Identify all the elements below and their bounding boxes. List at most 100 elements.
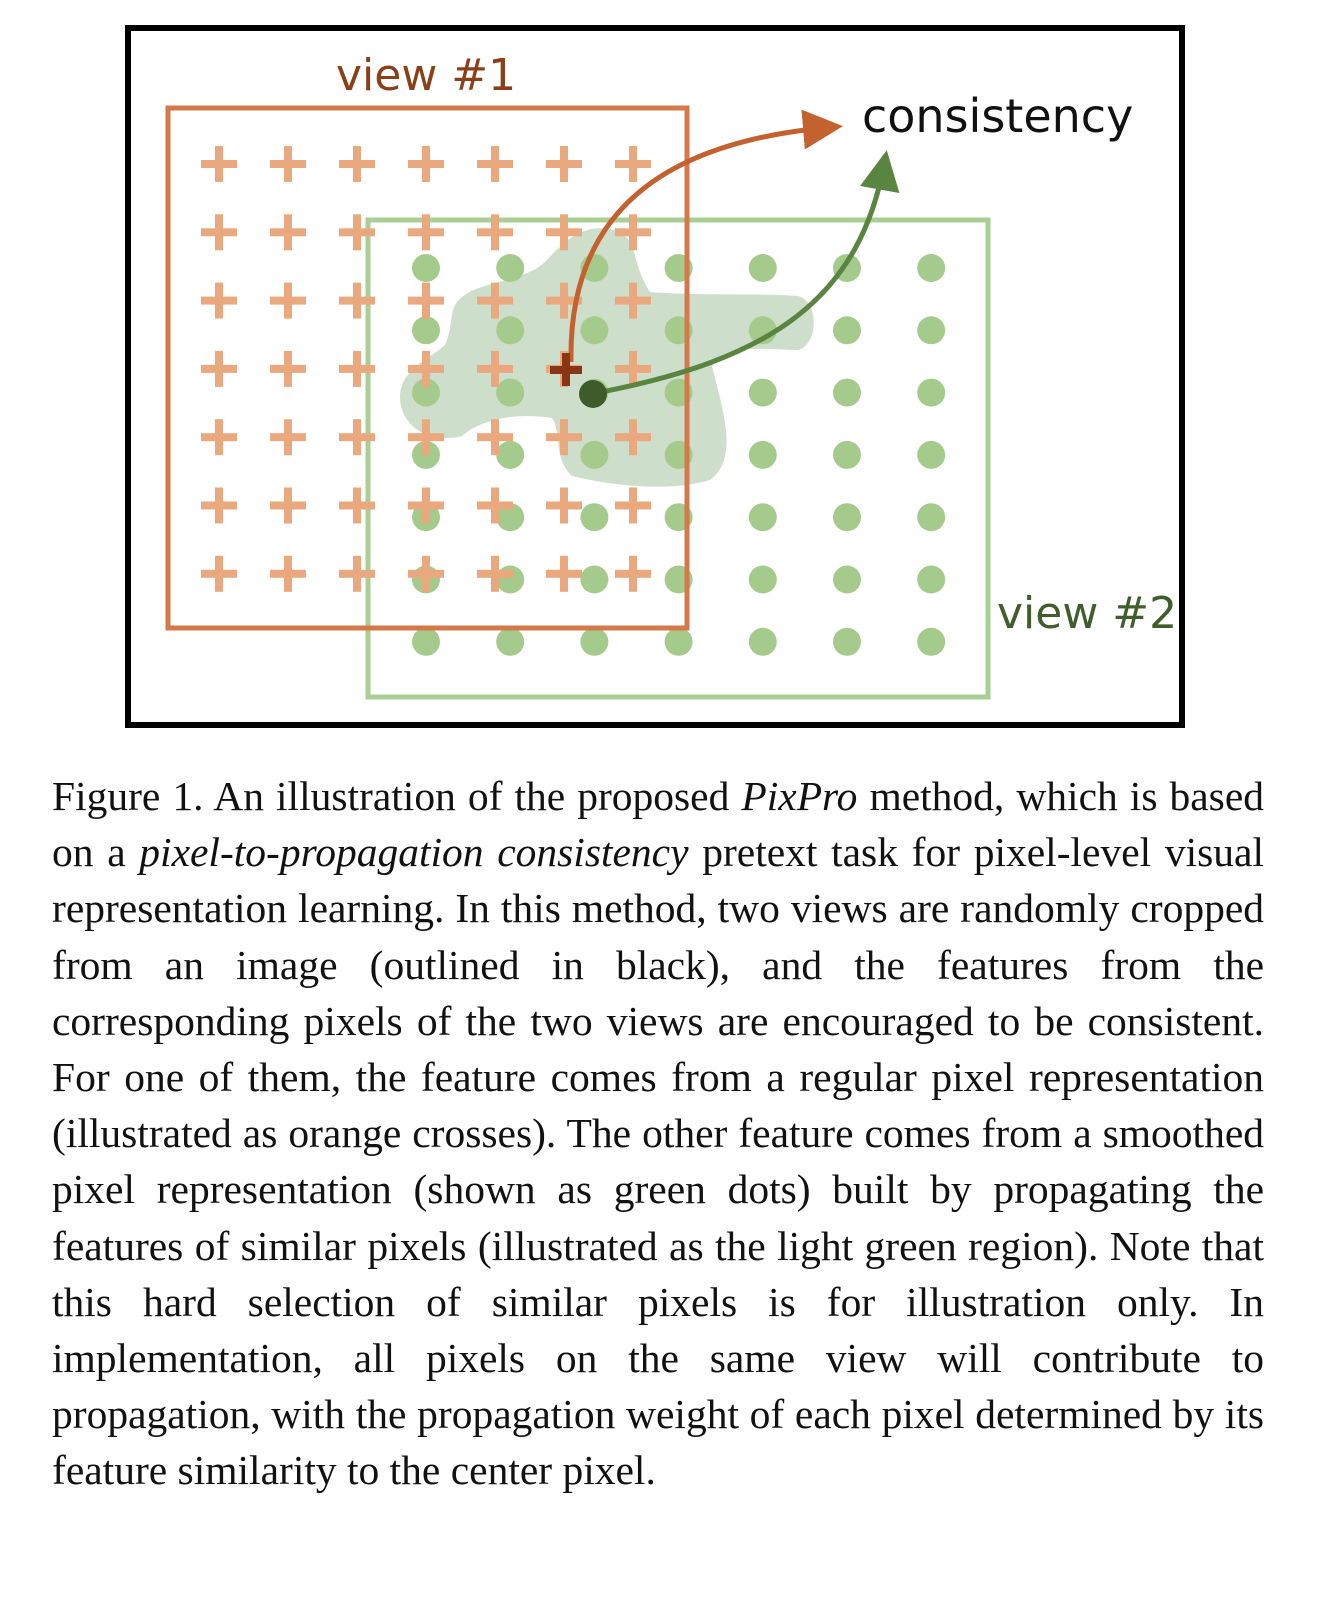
view1-label: view #1 bbox=[336, 50, 516, 101]
green-dot bbox=[496, 440, 525, 469]
caption-part3: pretext task for pixel-level visual repr… bbox=[52, 829, 1264, 1494]
green-dot bbox=[748, 378, 777, 407]
orange-cross bbox=[615, 146, 651, 182]
orange-cross bbox=[615, 555, 651, 592]
green-dot bbox=[496, 627, 525, 656]
orange-cross bbox=[408, 419, 444, 456]
orange-cross bbox=[201, 282, 237, 319]
green-dot bbox=[917, 503, 946, 532]
orange-cross bbox=[339, 487, 375, 524]
green-dot bbox=[833, 565, 861, 594]
orange-cross bbox=[270, 350, 306, 387]
orange-cross bbox=[615, 282, 651, 319]
orange-cross bbox=[477, 555, 513, 592]
green-dot bbox=[412, 254, 440, 282]
orange-cross bbox=[546, 419, 582, 456]
orange-cross bbox=[201, 146, 237, 182]
green-dot bbox=[833, 440, 861, 469]
orange-cross bbox=[408, 350, 444, 387]
green-dot bbox=[748, 254, 777, 282]
center-cross-mark bbox=[550, 353, 582, 386]
green-dot bbox=[580, 503, 609, 532]
green-dot bbox=[917, 254, 946, 282]
view1-box bbox=[165, 105, 690, 631]
orange-cross bbox=[546, 146, 582, 182]
orange-cross bbox=[408, 555, 444, 592]
caption-part2: method, which is based on a bbox=[52, 773, 1264, 876]
orange-cross bbox=[270, 282, 306, 319]
view2-box bbox=[365, 217, 991, 700]
green-dot bbox=[412, 378, 440, 407]
orange-cross bbox=[546, 555, 582, 592]
green-dot bbox=[748, 440, 777, 469]
caption-prefix: Figure 1. bbox=[52, 773, 204, 819]
orange-cross bbox=[615, 419, 651, 456]
green-dot bbox=[496, 565, 525, 594]
pixpro-figure: view #1 view #2 consistency bbox=[125, 25, 1185, 728]
green-dot bbox=[833, 316, 861, 345]
orange-cross bbox=[546, 487, 582, 524]
green-dot bbox=[496, 378, 525, 407]
green-dot bbox=[833, 627, 861, 656]
orange-cross bbox=[270, 419, 306, 456]
orange-cross bbox=[546, 282, 582, 319]
green-dot bbox=[580, 316, 609, 345]
orange-cross bbox=[270, 555, 306, 592]
orange-cross bbox=[615, 214, 651, 251]
orange-consistency-arrow bbox=[568, 109, 843, 363]
green-dot bbox=[917, 378, 946, 407]
orange-cross bbox=[615, 350, 651, 387]
orange-cross bbox=[339, 214, 375, 251]
green-dot bbox=[917, 565, 946, 594]
green-dot bbox=[412, 316, 440, 345]
orange-cross bbox=[270, 214, 306, 251]
orange-cross bbox=[546, 214, 582, 251]
orange-cross bbox=[408, 146, 444, 182]
caption-task-name: pixel-to-propagation consistency bbox=[139, 829, 689, 876]
green-dots-grid bbox=[412, 254, 946, 656]
orange-cross bbox=[408, 487, 444, 524]
orange-cross bbox=[477, 419, 513, 456]
orange-cross bbox=[201, 555, 237, 592]
orange-cross bbox=[201, 419, 237, 456]
orange-cross bbox=[270, 487, 306, 524]
orange-cross bbox=[339, 419, 375, 456]
green-dot bbox=[748, 503, 777, 532]
orange-cross bbox=[615, 487, 651, 524]
green-dot bbox=[580, 440, 609, 469]
figure-caption: Figure 1. An illustration of the propose… bbox=[52, 768, 1264, 1499]
green-dot bbox=[833, 378, 861, 407]
orange-cross bbox=[477, 350, 513, 387]
consistency-label: consistency bbox=[862, 89, 1133, 143]
orange-cross bbox=[477, 146, 513, 182]
green-dot bbox=[496, 503, 525, 532]
caption-method-name: PixPro bbox=[741, 773, 858, 819]
orange-cross bbox=[339, 555, 375, 592]
similar-pixels-region bbox=[400, 228, 814, 487]
green-dot bbox=[412, 627, 440, 656]
orange-cross bbox=[408, 282, 444, 319]
green-dot bbox=[748, 627, 777, 656]
caption-part1: An illustration of the proposed bbox=[203, 773, 742, 819]
orange-cross bbox=[201, 214, 237, 251]
green-consistency-arrow bbox=[595, 150, 900, 396]
orange-cross bbox=[477, 487, 513, 524]
green-dot bbox=[917, 627, 946, 656]
orange-cross bbox=[339, 146, 375, 182]
green-dot bbox=[496, 316, 525, 345]
green-dot bbox=[917, 440, 946, 469]
view2-label: view #2 bbox=[997, 588, 1177, 639]
orange-cross bbox=[477, 214, 513, 251]
green-dot bbox=[496, 254, 525, 282]
green-dot bbox=[664, 627, 693, 656]
orange-cross bbox=[201, 487, 237, 524]
green-dot bbox=[748, 565, 777, 594]
orange-cross bbox=[408, 214, 444, 251]
green-dot bbox=[833, 503, 861, 532]
green-dot bbox=[580, 565, 609, 594]
image-outline bbox=[125, 25, 1185, 728]
center-dot-mark bbox=[579, 380, 607, 408]
orange-cross bbox=[339, 282, 375, 319]
green-dot bbox=[580, 627, 609, 656]
orange-cross bbox=[477, 282, 513, 319]
